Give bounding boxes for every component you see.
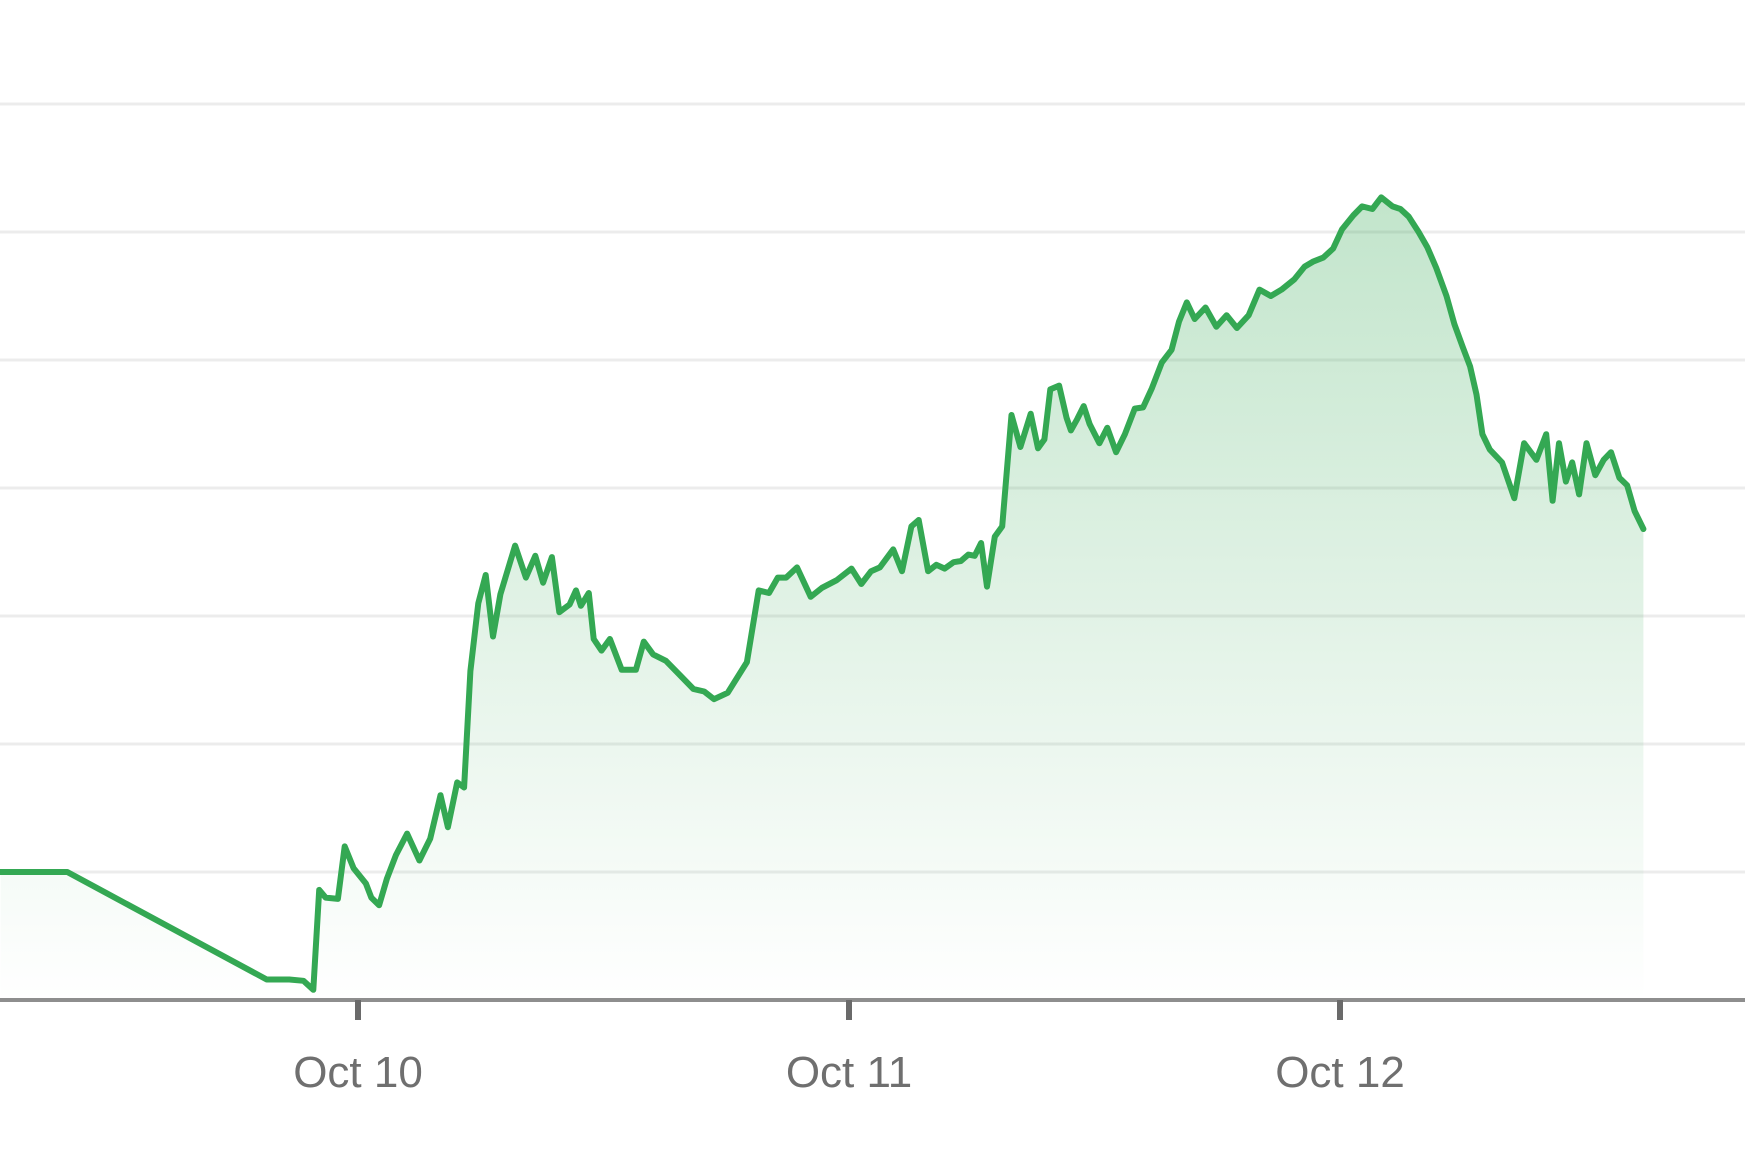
price-line bbox=[0, 194, 1647, 993]
series-line bbox=[0, 194, 1647, 993]
series-area bbox=[0, 197, 1644, 1000]
x-tick-label-1: Oct 10 bbox=[293, 1048, 423, 1097]
x-tick-label-3: Oct 12 bbox=[1275, 1048, 1405, 1097]
area-fill bbox=[0, 197, 1644, 1000]
x-axis: Oct 10 Oct 11 Oct 12 bbox=[0, 998, 1745, 1097]
x-tick-label-2: Oct 11 bbox=[786, 1048, 912, 1097]
